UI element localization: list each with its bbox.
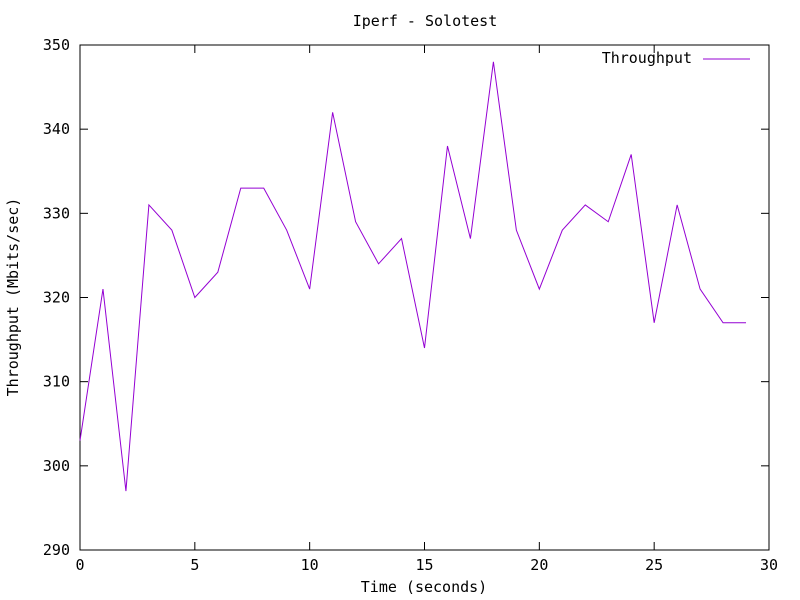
y-tick-label: 350	[43, 36, 70, 54]
y-tick-label: 300	[43, 457, 70, 475]
x-tick-label: 25	[645, 556, 663, 574]
x-tick-label: 10	[301, 556, 319, 574]
x-tick-label: 30	[760, 556, 778, 574]
y-tick-label: 310	[43, 373, 70, 391]
y-tick-label: 320	[43, 289, 70, 307]
chart-title: Iperf - Solotest	[353, 12, 498, 30]
y-tick-label: 330	[43, 204, 70, 222]
x-tick-label: 15	[415, 556, 433, 574]
series-line-throughput	[79, 61, 747, 492]
x-axis-label: Time (seconds)	[361, 578, 487, 596]
axes: 0 5 10 15 20 25 30 290 300 310 320 330 340 350	[43, 36, 778, 574]
x-tick-label: 5	[190, 556, 199, 574]
y-tick-label: 290	[43, 541, 70, 559]
y-axis-label: Throughput (Mbits/sec)	[4, 198, 22, 397]
legend: Throughput	[602, 49, 750, 67]
plot-frame	[79, 44, 770, 551]
y-tick-label: 340	[43, 120, 70, 138]
plot-area	[79, 61, 747, 492]
x-tick-label: 0	[75, 556, 84, 574]
x-tick-label: 20	[530, 556, 548, 574]
legend-label: Throughput	[602, 49, 692, 67]
